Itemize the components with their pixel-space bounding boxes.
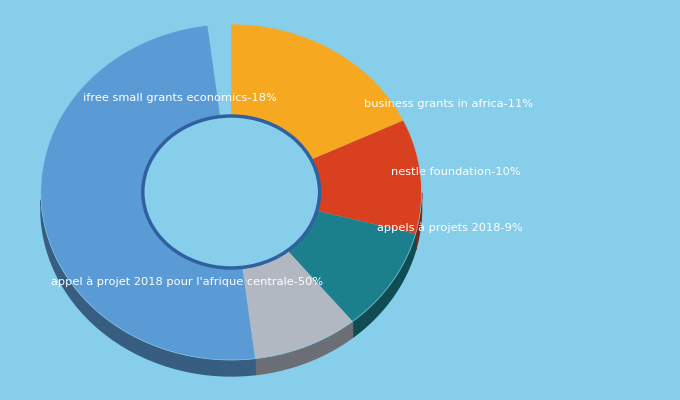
Polygon shape xyxy=(311,120,422,234)
Polygon shape xyxy=(242,250,352,359)
Polygon shape xyxy=(288,211,415,322)
Ellipse shape xyxy=(143,116,320,268)
Polygon shape xyxy=(41,25,255,360)
Text: business grants in africa-11%: business grants in africa-11% xyxy=(364,99,533,109)
Polygon shape xyxy=(415,193,422,250)
Text: appel à projet 2018 pour l'afrique centrale-50%: appel à projet 2018 pour l'afrique centr… xyxy=(51,277,323,287)
Text: nestle foundation-10%: nestle foundation-10% xyxy=(391,167,521,177)
Text: ifree small grants economics-18%: ifree small grants economics-18% xyxy=(84,93,277,103)
Text: appels à projets 2018-9%: appels à projets 2018-9% xyxy=(377,223,523,233)
Polygon shape xyxy=(41,200,255,376)
Polygon shape xyxy=(231,24,403,160)
Polygon shape xyxy=(352,234,415,338)
Polygon shape xyxy=(255,322,352,375)
